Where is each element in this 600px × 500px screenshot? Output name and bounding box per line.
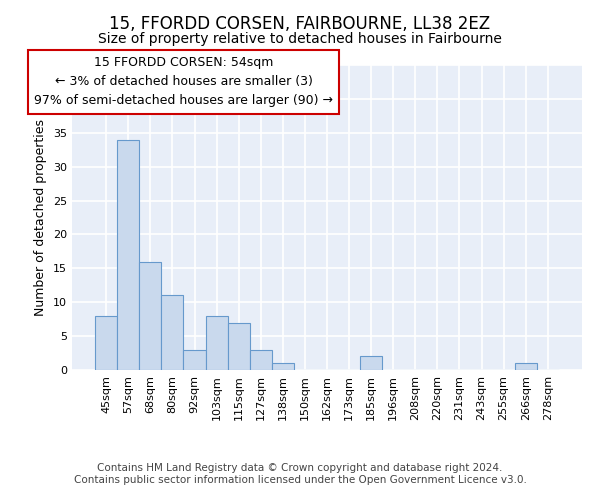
- Bar: [139, 262, 161, 370]
- Text: 15, FFORDD CORSEN, FAIRBOURNE, LL38 2EZ: 15, FFORDD CORSEN, FAIRBOURNE, LL38 2EZ: [109, 15, 491, 33]
- Text: Contains HM Land Registry data © Crown copyright and database right 2024.
Contai: Contains HM Land Registry data © Crown c…: [74, 464, 526, 485]
- Bar: [515, 363, 537, 370]
- Bar: [206, 316, 227, 370]
- Bar: [95, 316, 117, 370]
- Bar: [161, 296, 184, 370]
- Bar: [360, 356, 382, 370]
- Bar: [117, 140, 139, 370]
- Bar: [250, 350, 272, 370]
- Text: 15 FFORDD CORSEN: 54sqm
← 3% of detached houses are smaller (3)
97% of semi-deta: 15 FFORDD CORSEN: 54sqm ← 3% of detached…: [34, 56, 333, 108]
- Bar: [184, 350, 206, 370]
- Bar: [227, 322, 250, 370]
- Y-axis label: Number of detached properties: Number of detached properties: [34, 119, 47, 316]
- Bar: [272, 363, 294, 370]
- Text: Size of property relative to detached houses in Fairbourne: Size of property relative to detached ho…: [98, 32, 502, 46]
